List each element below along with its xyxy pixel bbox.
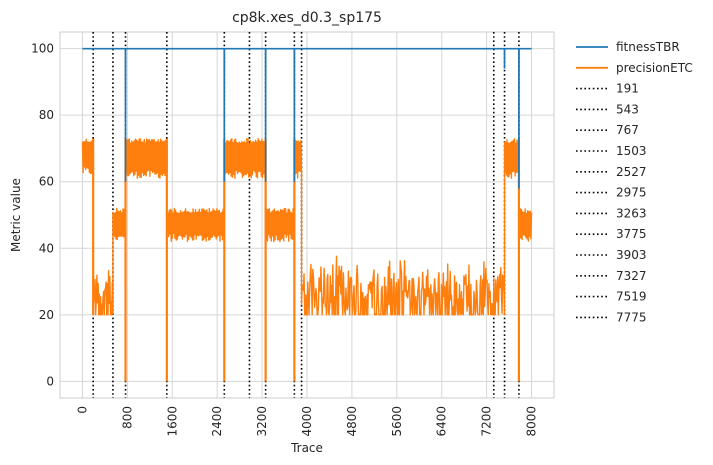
legend-label-precisionETC: precisionETC (616, 61, 693, 75)
y-tick-label: 20 (39, 308, 54, 322)
series-precisionETC (81, 137, 533, 316)
y-tick-label: 100 (31, 42, 54, 56)
x-tick-label: 6400 (435, 406, 449, 437)
legend-label-3903: 3903 (616, 248, 647, 262)
legend-label-fitnessTBR: fitnessTBR (616, 40, 680, 54)
y-tick-label: 0 (46, 374, 54, 388)
x-tick-label: 7200 (480, 406, 494, 437)
legend-label-1503: 1503 (616, 144, 647, 158)
legend-label-543: 543 (616, 102, 639, 116)
series-fitnessTBR (82, 47, 532, 189)
x-tick-labels: 0 800 1600 2400 3200 4000 4800 5600 6400 7200 8000 (75, 406, 538, 437)
x-tick-label: 4800 (345, 406, 359, 437)
series-layer (81, 47, 533, 382)
legend-label-767: 767 (616, 123, 639, 137)
legend-label-2527: 2527 (616, 165, 647, 179)
legend-label-191: 191 (616, 82, 639, 96)
y-axis-label: Metric value (9, 178, 23, 252)
legend-label-3263: 3263 (616, 206, 647, 220)
x-tick-label: 5600 (390, 406, 404, 437)
x-tick-label: 8000 (525, 406, 539, 437)
x-tick-label: 800 (120, 406, 134, 429)
legend-label-7327: 7327 (616, 269, 647, 283)
legend-label-7519: 7519 (616, 290, 647, 304)
legend-label-2975: 2975 (616, 186, 647, 200)
y-tick-labels: 0 20 40 60 80 100 (31, 42, 54, 389)
legend-label-7775: 7775 (616, 310, 647, 324)
legend-label-3775: 3775 (616, 227, 647, 241)
x-tick-label: 2400 (210, 406, 224, 437)
grid (60, 32, 554, 398)
y-tick-label: 40 (39, 241, 54, 255)
x-tick-label: 4000 (300, 406, 314, 437)
y-tick-label: 80 (39, 108, 54, 122)
x-axis-label: Trace (290, 441, 323, 455)
legend: fitnessTBR precisionETC 191 543 767 1503 2527 2… (576, 40, 693, 324)
y-tick-label: 60 (39, 175, 54, 189)
chart-title: cp8k.xes_d0.3_sp175 (232, 10, 382, 26)
x-tick-label: 3200 (255, 406, 269, 437)
x-tick-label: 0 (75, 406, 89, 414)
x-tick-label: 1600 (165, 406, 179, 437)
